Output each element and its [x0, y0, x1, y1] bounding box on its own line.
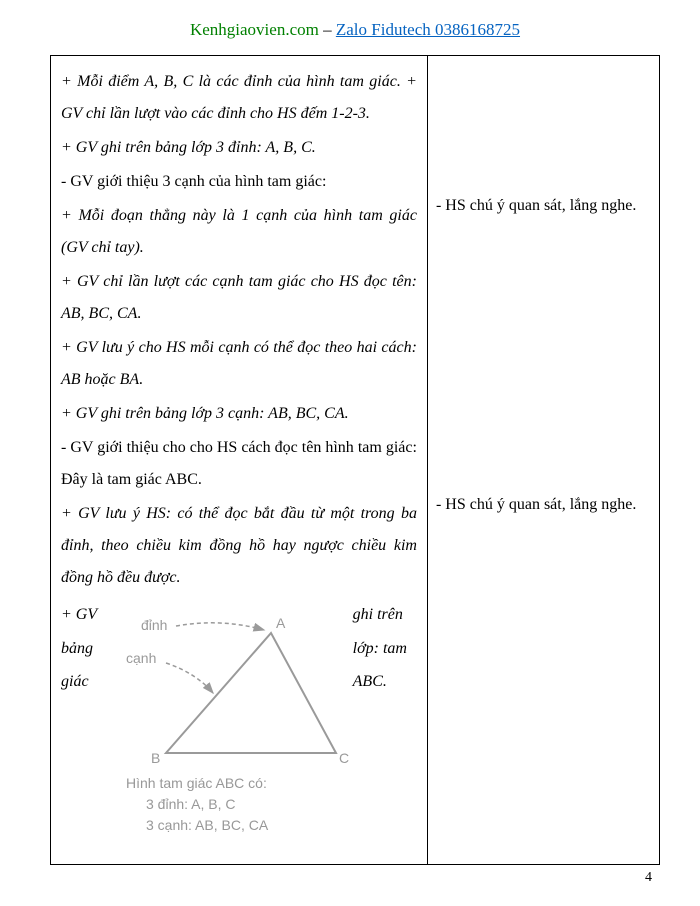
- para-4: + Mỗi đoạn thẳng này là 1 cạnh của hình …: [61, 200, 417, 264]
- tri-cap-3: 3 cạnh: AB, BC, CA: [126, 815, 268, 836]
- triangle-shape: [166, 633, 336, 753]
- para-7: + GV ghi trên bảng lớp 3 cạnh: AB, BC, C…: [61, 398, 417, 430]
- student-note-2: - HS chú ý quan sát, lắng nghe.: [436, 488, 636, 522]
- vertex-b: B: [151, 750, 160, 766]
- tri-cap-2: 3 đỉnh: A, B, C: [126, 794, 268, 815]
- contact-link[interactable]: Zalo Fidutech 0386168725: [336, 20, 520, 39]
- arrow-canh: [166, 663, 213, 693]
- label-dinh: đỉnh: [141, 617, 167, 633]
- para-2: + GV ghi trên bảng lớp 3 đỉnh: A, B, C.: [61, 132, 417, 164]
- tri-left-3: giác: [61, 665, 97, 699]
- vertex-a: A: [276, 615, 286, 631]
- para-9: + GV lưu ý HS: có thể đọc bắt đầu từ một…: [61, 498, 417, 594]
- para-1: + Mỗi điểm A, B, C là các đỉnh của hình …: [61, 66, 417, 130]
- tri-wrap-left: + GV bảng giác: [61, 598, 97, 699]
- tri-left-2: bảng: [61, 632, 97, 666]
- triangle-caption: Hình tam giác ABC có: 3 đỉnh: A, B, C 3 …: [126, 773, 268, 836]
- page-header: Kenhgiaovien.com – Zalo Fidutech 0386168…: [50, 20, 660, 40]
- student-column: - HS chú ý quan sát, lắng nghe. - HS chú…: [428, 56, 659, 864]
- lesson-table: + Mỗi điểm A, B, C là các đỉnh của hình …: [50, 55, 660, 865]
- para-5: + GV chỉ lần lượt các cạnh tam giác cho …: [61, 266, 417, 330]
- site-name: Kenhgiaovien.com: [190, 20, 319, 39]
- tri-cap-1: Hình tam giác ABC có:: [126, 773, 268, 794]
- para-8: - GV giới thiệu cho cho HS cách đọc tên …: [61, 432, 417, 496]
- vertex-c: C: [339, 750, 349, 766]
- triangle-figure-block: + GV bảng giác ghi trên lớp: tam ABC. A: [61, 598, 417, 853]
- para-3: - GV giới thiệu 3 cạnh của hình tam giác…: [61, 166, 417, 198]
- triangle-svg: A B C đỉnh cạnh: [121, 608, 361, 778]
- student-note-1: - HS chú ý quan sát, lắng nghe.: [436, 189, 636, 223]
- label-canh: cạnh: [126, 650, 156, 666]
- header-dash: –: [319, 20, 336, 39]
- arrow-dinh: [176, 623, 264, 630]
- page-number: 4: [645, 870, 652, 886]
- tri-left-1: + GV: [61, 598, 97, 632]
- teacher-column: + Mỗi điểm A, B, C là các đỉnh của hình …: [51, 56, 428, 864]
- para-6: + GV lưu ý cho HS mỗi cạnh có thể đọc th…: [61, 332, 417, 396]
